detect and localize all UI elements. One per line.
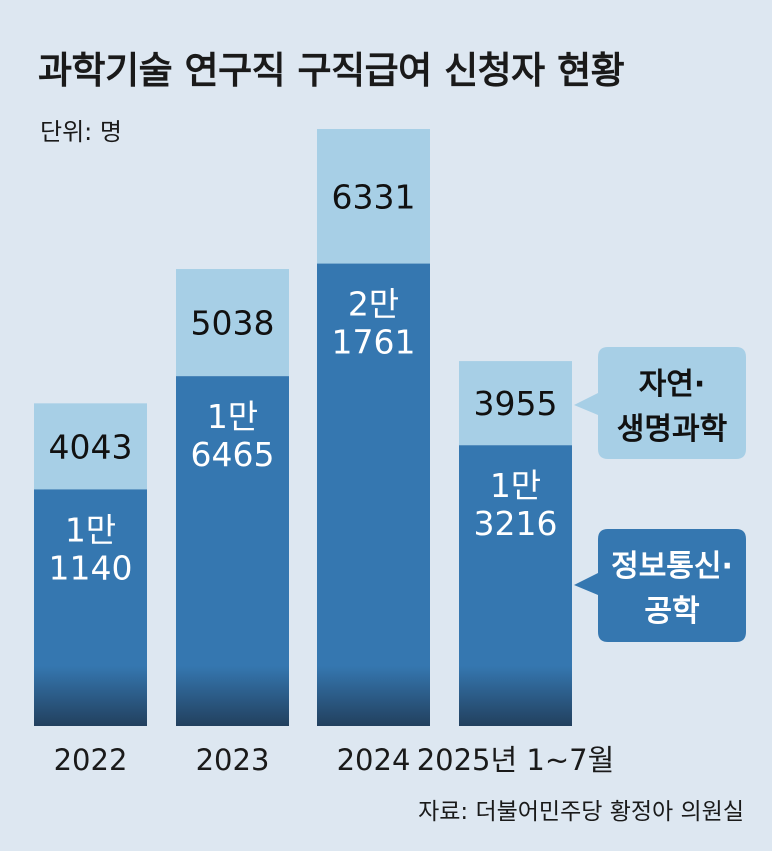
legend-dark-line2: 공학	[644, 594, 700, 629]
labels-group: 40431만1140202250381만6465202363312만176120…	[49, 177, 615, 777]
dark-value-label-line2-3: 3216	[474, 504, 558, 543]
dark-value-label-line1-1: 1만	[207, 397, 258, 436]
dark-value-label-line2-0: 1140	[49, 548, 133, 587]
bar-shade-1	[176, 666, 289, 726]
x-tick-label-1: 2023	[196, 743, 270, 777]
bars-group	[34, 129, 572, 726]
dark-value-label-line2-1: 6465	[191, 435, 275, 474]
legend-callout-dark	[574, 529, 746, 642]
x-tick-label-0: 2022	[54, 743, 128, 777]
bar-light-0	[34, 403, 147, 490]
light-value-label-2: 6331	[332, 177, 416, 216]
legend-callout-light	[574, 347, 746, 459]
source-note: 자료: 더불어민주당 황정아 의원실	[418, 799, 744, 825]
legend-light-line2: 생명과학	[617, 412, 728, 447]
light-value-label-1: 5038	[191, 304, 275, 343]
bar-shade-2	[317, 666, 430, 726]
bar-light-2	[317, 129, 430, 264]
dark-value-label-line2-2: 1761	[332, 323, 416, 362]
dark-value-label-line1-3: 1만	[490, 466, 541, 505]
unit-label: 단위: 명	[40, 118, 122, 146]
x-tick-label-3: 2025년 1~7월	[417, 743, 615, 777]
legend-light-line1: 자연·	[639, 367, 706, 402]
dark-value-label-line1-2: 2만	[348, 285, 399, 324]
chart-title: 과학기술 연구직 구직급여 신청자 현황	[38, 49, 625, 92]
bar-shade-0	[34, 666, 147, 726]
dark-value-label-line1-0: 1만	[65, 510, 116, 549]
x-tick-label-2: 2024	[337, 743, 411, 777]
light-value-label-0: 4043	[49, 427, 133, 466]
bar-light-3	[459, 361, 572, 446]
light-value-label-3: 3955	[474, 384, 558, 423]
legend-dark-line1: 정보통신·	[611, 549, 733, 584]
bar-shade-3	[459, 666, 572, 726]
bar-light-1	[176, 269, 289, 377]
bar-dark-2	[317, 263, 430, 726]
